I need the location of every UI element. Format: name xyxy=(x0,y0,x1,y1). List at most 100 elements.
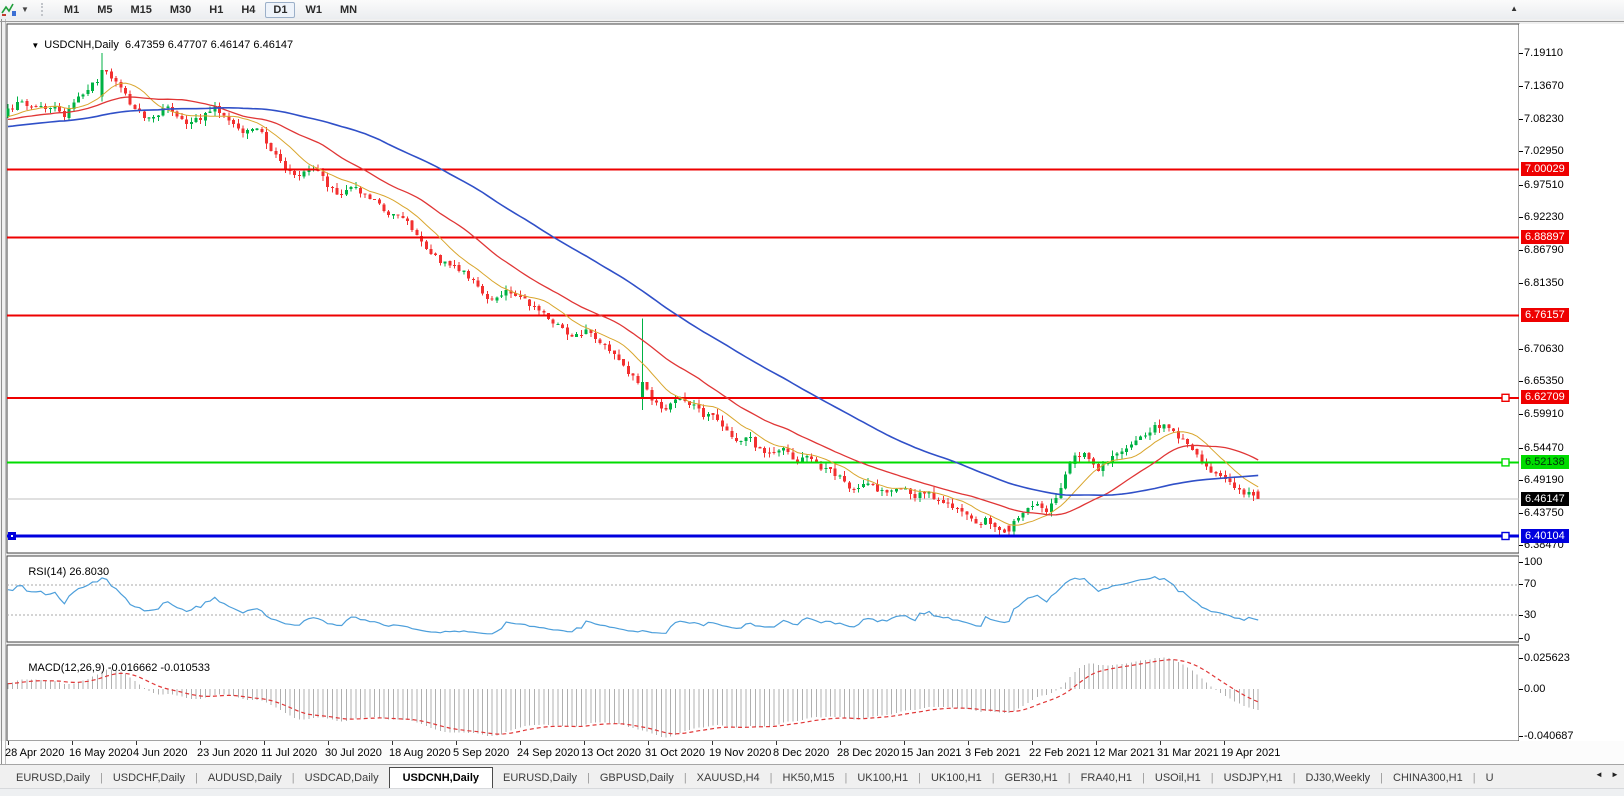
price-tick-label: 6.70630 xyxy=(1524,343,1564,355)
date-tick xyxy=(712,741,713,745)
rsi-name: RSI(14) xyxy=(28,566,67,578)
axis-tick xyxy=(1519,638,1523,639)
chart-canvas[interactable] xyxy=(0,19,1624,764)
macd-signal-line xyxy=(7,659,1259,735)
level-price-label[interactable]: 7.00029 xyxy=(1521,162,1569,176)
level-price-label[interactable]: 6.88897 xyxy=(1521,230,1569,244)
date-label: 19 Apr 2021 xyxy=(1221,747,1281,759)
price-tick-label: 7.08230 xyxy=(1524,113,1564,125)
axis-tick xyxy=(1519,513,1523,514)
tab-divider: | xyxy=(844,772,848,784)
macd-values: -0.016662 -0.010533 xyxy=(107,662,210,674)
tab-eurusd-daily[interactable]: EURUSD,Daily xyxy=(16,772,90,784)
tab-usdcad-daily[interactable]: USDCAD,Daily xyxy=(304,772,379,784)
date-label: 16 May 2020 xyxy=(69,747,133,759)
tab-usdchf-daily[interactable]: USDCHF,Daily xyxy=(112,772,185,784)
tab-uk100-h1[interactable]: UK100,H1 xyxy=(930,772,982,784)
tab-gbpusd-daily[interactable]: GBPUSD,Daily xyxy=(599,772,674,784)
tab-fra40-h1[interactable]: FRA40,H1 xyxy=(1080,772,1133,784)
tab-divider: | xyxy=(1210,772,1214,784)
timeframe-button-m5[interactable]: M5 xyxy=(97,3,113,16)
date-tick xyxy=(520,741,521,745)
date-label: 30 Jul 2020 xyxy=(325,747,382,759)
tab-scroll-right-icon[interactable]: ► xyxy=(1611,770,1619,779)
timeframe-button-h4[interactable]: H4 xyxy=(241,3,256,16)
tab-china300-h1[interactable]: CHINA300,H1 xyxy=(1393,772,1463,784)
level-price-label[interactable]: 6.40104 xyxy=(1521,529,1569,543)
tab-hk50-m15[interactable]: HK50,M15 xyxy=(782,772,835,784)
level-price-label[interactable]: 6.52138 xyxy=(1521,455,1569,469)
timeframe-button-mn[interactable]: MN xyxy=(339,3,358,16)
toolbar-grip[interactable] xyxy=(40,3,47,16)
axis-tick xyxy=(1519,545,1523,546)
rsi-tick-label: 0 xyxy=(1524,632,1531,644)
tab-scroll-left-icon[interactable]: ◄ xyxy=(1595,770,1603,779)
tab-u[interactable]: U xyxy=(1485,772,1494,784)
chart-symbol: USDCNH,Daily xyxy=(44,39,119,51)
price-tick-label: 6.92230 xyxy=(1524,211,1564,223)
axis-tick xyxy=(1519,250,1523,251)
tab-divider: | xyxy=(683,772,687,784)
date-tick xyxy=(904,741,905,745)
tab-ger30-h1[interactable]: GER30,H1 xyxy=(1004,772,1058,784)
tab-divider: | xyxy=(291,772,295,784)
level-price-label[interactable]: 6.76157 xyxy=(1521,308,1569,322)
date-tick xyxy=(1224,741,1225,745)
date-label: 28 Apr 2020 xyxy=(5,747,65,759)
tab-usoil-h1[interactable]: USOil,H1 xyxy=(1154,772,1201,784)
timeframe-button-m30[interactable]: M30 xyxy=(169,3,192,16)
tab-audusd-daily[interactable]: AUDUSD,Daily xyxy=(207,772,282,784)
timeframe-button-h1[interactable]: H1 xyxy=(209,3,224,16)
price-tick-label: 6.86790 xyxy=(1524,244,1564,256)
status-bar xyxy=(0,788,1624,796)
date-tick xyxy=(136,741,137,745)
date-label: 15 Jan 2021 xyxy=(901,747,962,759)
axis-tick xyxy=(1519,584,1523,585)
axis-tick xyxy=(1519,414,1523,415)
tab-uk100-h1[interactable]: UK100,H1 xyxy=(857,772,909,784)
chart-area[interactable]: ▼ USDCNH,Daily 6.47359 6.47707 6.46147 6.… xyxy=(0,19,1624,764)
date-label: 31 Mar 2021 xyxy=(1157,747,1219,759)
indicators-icon[interactable] xyxy=(1,2,17,17)
rsi-tick-label: 30 xyxy=(1524,609,1537,621)
timeframe-button-w1[interactable]: W1 xyxy=(305,3,322,16)
tab-divider: | xyxy=(586,772,590,784)
rsi-tick-label: 100 xyxy=(1524,556,1543,568)
axis-tick xyxy=(1519,283,1523,284)
tab-usdjpy-h1[interactable]: USDJPY,H1 xyxy=(1223,772,1283,784)
price-tick-label: 7.19110 xyxy=(1524,47,1563,59)
timeframe-button-d1[interactable]: D1 xyxy=(265,1,296,18)
rsi-value: 26.8030 xyxy=(69,566,110,578)
axis-tick xyxy=(1519,185,1523,186)
date-tick xyxy=(1096,741,1097,745)
tab-xauusd-h4[interactable]: XAUUSD,H4 xyxy=(696,772,760,784)
tab-eurusd-daily[interactable]: EURUSD,Daily xyxy=(503,772,577,784)
tab-usdcnh-daily[interactable]: USDCNH,Daily xyxy=(388,767,494,789)
one-click-caret-icon[interactable]: ▼ xyxy=(31,41,40,50)
chevron-down-icon[interactable]: ▼ xyxy=(21,5,29,14)
timeframe-button-m1[interactable]: M1 xyxy=(63,3,80,16)
axis-tick xyxy=(1519,381,1523,382)
price-tick-label: 7.13670 xyxy=(1524,80,1564,92)
price-tick-label: 6.65350 xyxy=(1524,375,1564,387)
level-price-label[interactable]: 6.62709 xyxy=(1521,390,1569,404)
chart-tab-bar: EURUSD,Daily | USDCHF,Daily | AUDUSD,Daily | U… xyxy=(0,764,1624,789)
price-axis[interactable]: 7.19110 7.13670 7.08230 7.02950 6.97510 6.922… xyxy=(0,19,1624,764)
macd-histogram xyxy=(7,657,1259,738)
price-tick-label: 6.81350 xyxy=(1524,277,1564,289)
toolbar-overflow-icon[interactable]: ▲ xyxy=(1510,4,1518,13)
date-label: 19 Nov 2020 xyxy=(709,747,772,759)
tab-divider: | xyxy=(1142,772,1145,784)
rsi-pane-label: RSI(14) 26.8030 xyxy=(10,554,109,590)
date-axis[interactable]: 28 Apr 2020 16 May 2020 4 Jun 2020 23 Jun 2… xyxy=(0,19,1624,764)
candles-group xyxy=(6,53,1260,537)
date-tick xyxy=(392,741,393,745)
tab-dj30-weekly[interactable]: DJ30,Weekly xyxy=(1305,772,1371,784)
axis-tick xyxy=(1519,615,1523,616)
date-tick xyxy=(968,741,969,745)
macd-tick-label: -0.040687 xyxy=(1524,730,1574,742)
date-tick xyxy=(72,741,73,745)
axis-tick xyxy=(1519,562,1523,563)
timeframe-button-m15[interactable]: M15 xyxy=(130,3,152,16)
